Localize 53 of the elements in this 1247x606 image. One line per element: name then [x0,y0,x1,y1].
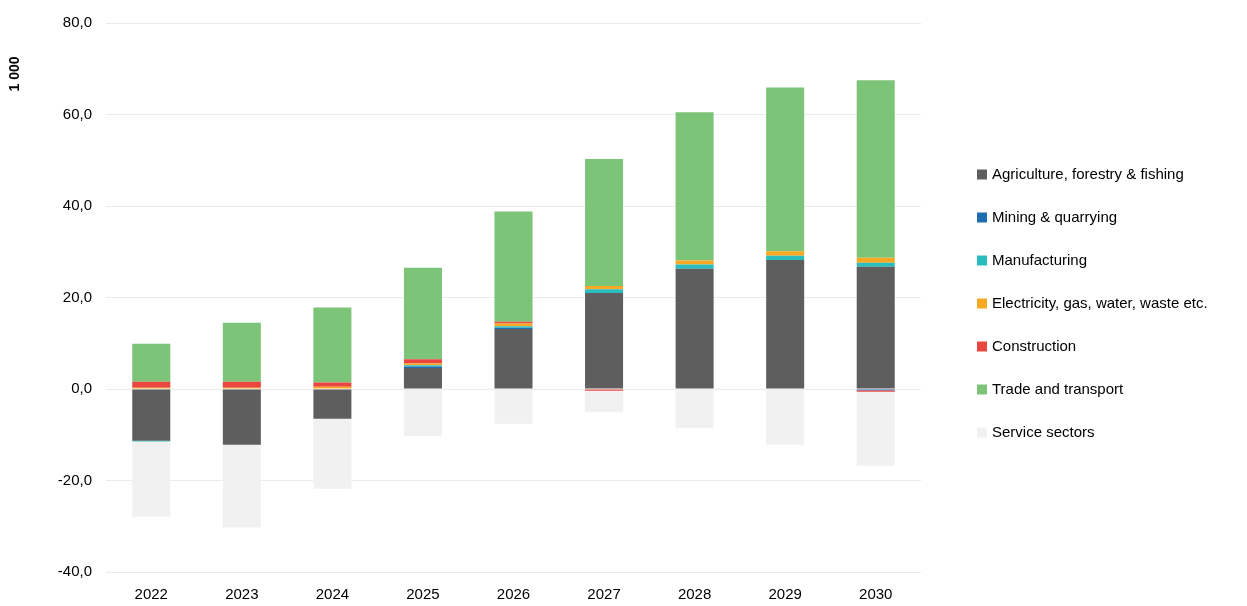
bar [856,262,895,267]
x-tick-label: 2025 [406,585,440,603]
y-axis-title: 1 000 [5,56,22,92]
y-tick-label: 20,0 [62,287,92,305]
bar [766,259,805,389]
bar [222,322,261,382]
bar [494,329,533,389]
bar [313,307,352,383]
bar [675,112,714,261]
x-tick-label: 2029 [768,585,802,603]
x-tick-label: 2027 [587,585,621,603]
x-tick-label: 2024 [315,585,350,603]
y-tick-label: 60,0 [62,104,92,122]
bar [222,381,261,388]
legend-label: Manufacturing [992,250,1088,268]
bar [856,257,895,263]
bar [403,367,442,389]
bar [403,267,442,360]
x-tick-label: 2022 [134,585,168,603]
x-tick-label: 2028 [677,585,712,603]
bar [675,264,714,269]
legend-label: Agriculture, forestry & fishing [992,164,1184,182]
legend-label: Service sectors [992,422,1095,440]
legend-label: Electricity, gas, water, waste etc. [992,293,1208,311]
legend-label: Mining & quarrying [992,207,1118,225]
bar [675,268,714,389]
y-tick-label: 80,0 [62,13,92,31]
bar [675,260,714,265]
y-tick-label: 0,0 [71,379,92,397]
legend-label: Trade and transport [992,379,1125,397]
bar [856,80,895,258]
bar [585,158,624,287]
bar [313,382,352,387]
x-tick-label: 2030 [859,585,893,603]
bar [132,343,171,382]
bar [766,255,805,260]
bar [856,391,895,466]
bar [766,251,805,256]
y-tick-label: -40,0 [57,562,92,580]
y-tick-label: 40,0 [62,196,92,214]
x-tick-label: 2026 [496,585,531,603]
bar [766,87,805,252]
bar [585,292,624,389]
bar [313,389,352,419]
x-tick-label: 2023 [225,585,259,603]
y-tick-label: -20,0 [57,470,92,488]
bar [403,359,442,364]
bar [132,381,171,388]
bar [222,389,261,445]
bar [856,266,895,389]
legend-label: Construction [992,336,1077,354]
bar [132,389,171,441]
bar [494,211,533,322]
